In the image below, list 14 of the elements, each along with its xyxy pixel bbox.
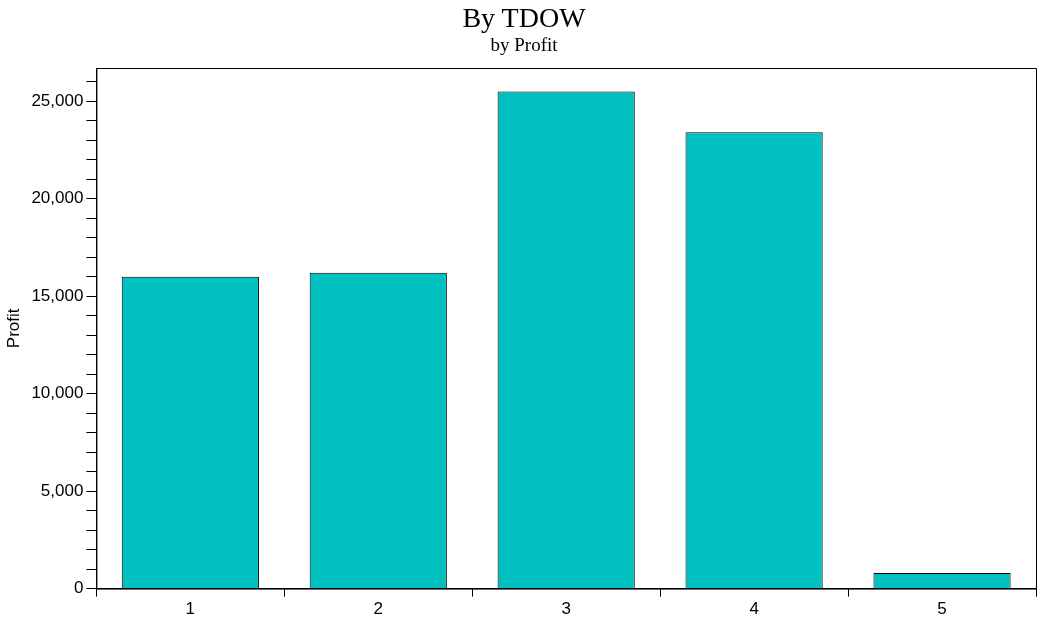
y-tick-label: 0 <box>73 578 84 598</box>
y-tick-label: 10,000 <box>31 383 84 403</box>
y-axis-title: Profit <box>3 308 23 349</box>
x-tick-label: 3 <box>561 599 571 619</box>
chart-subtitle: by Profit <box>489 34 559 56</box>
y-tick-label: 5,000 <box>40 480 84 500</box>
x-tick-label: 2 <box>373 599 384 619</box>
x-tick-label: 1 <box>185 599 196 619</box>
y-tick-label: 15,000 <box>31 285 84 305</box>
y-tick-label: 20,000 <box>31 188 84 208</box>
x-tick-label: 4 <box>749 599 759 619</box>
x-tick-label: 5 <box>937 599 947 619</box>
chart-title: By TDOW <box>461 2 587 34</box>
y-tick-label: 25,000 <box>31 90 84 110</box>
